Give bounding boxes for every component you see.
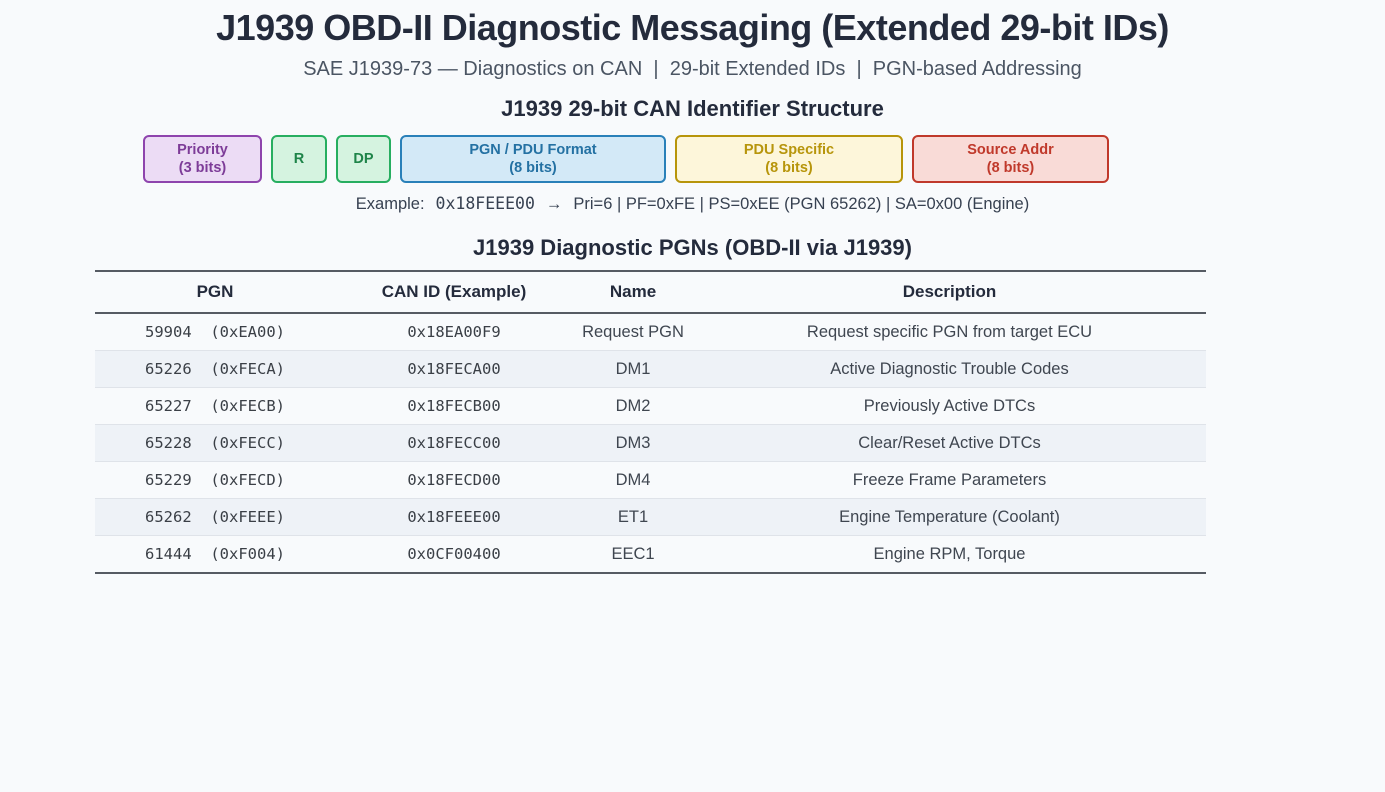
cell-description: Clear/Reset Active DTCs (693, 424, 1206, 462)
cell-pgn: 65229 (0xFECD) (95, 461, 335, 499)
bit-field-bits: (8 bits) (509, 160, 557, 176)
table-header-row: PGN CAN ID (Example) Name Description (95, 270, 1206, 314)
pgn-table-section: J1939 Diagnostic PGNs (OBD-II via J1939)… (0, 235, 1385, 574)
cell-pgn: 65227 (0xFECB) (95, 387, 335, 425)
cell-name: DM1 (573, 350, 693, 388)
cell-can-id: 0x18FECB00 (335, 387, 573, 425)
page: J1939 OBD-II Diagnostic Messaging (Exten… (0, 8, 1385, 574)
cell-can-id: 0x18FECD00 (335, 461, 573, 499)
bit-field-source-addr: Source Addr (8 bits) (912, 135, 1109, 183)
bit-field-bits: (3 bits) (178, 160, 227, 176)
cell-pgn: 65262 (0xFEEE) (95, 498, 335, 536)
cell-name: Request PGN (573, 313, 693, 351)
cell-pgn: 61444 (0xF004) (95, 535, 335, 574)
pgn-table-heading: J1939 Diagnostic PGNs (OBD-II via J1939) (473, 235, 912, 260)
table-row: 65227 (0xFECB) 0x18FECB00 DM2 Previously… (95, 387, 1206, 425)
bit-field-label: Priority (177, 142, 228, 158)
bit-field-pgn-pdu-format: PGN / PDU Format (8 bits) (400, 135, 666, 183)
bit-field-bits: (8 bits) (986, 160, 1035, 176)
bit-field-label: PGN / PDU Format (469, 142, 597, 158)
example-prefix: Example: (355, 195, 425, 213)
cell-description: Request specific PGN from target ECU (693, 313, 1206, 351)
cell-can-id: 0x18FEEE00 (335, 498, 573, 536)
page-subtitle: SAE J1939-73 — Diagnostics on CAN | 29-b… (303, 58, 1082, 80)
pgn-table: PGN CAN ID (Example) Name Description 59… (95, 270, 1206, 574)
bit-field-bits: (8 bits) (765, 160, 813, 176)
bit-field-label: DP (353, 151, 374, 167)
table-row: 65228 (0xFECC) 0x18FECC00 DM3 Clear/Rese… (95, 424, 1206, 462)
cell-description: Active Diagnostic Trouble Codes (693, 350, 1206, 388)
bit-field-label: PDU Specific (743, 142, 835, 158)
example-can-id: 0x18FEEE00 (435, 194, 535, 213)
bit-field-pdu-specific: PDU Specific (8 bits) (675, 135, 903, 183)
cell-description: Engine RPM, Torque (693, 535, 1206, 574)
cell-can-id: 0x0CF00400 (335, 535, 573, 574)
table-row: 59904 (0xEA00) 0x18EA00F9 Request PGN Re… (95, 313, 1206, 351)
identifier-structure-heading: J1939 29-bit CAN Identifier Structure (501, 96, 884, 121)
cell-can-id: 0x18FECC00 (335, 424, 573, 462)
column-header-name: Name (573, 270, 693, 314)
table-row: 65262 (0xFEEE) 0x18FEEE00 ET1 Engine Tem… (95, 498, 1206, 536)
table-row: 65229 (0xFECD) 0x18FECD00 DM4 Freeze Fra… (95, 461, 1206, 499)
cell-can-id: 0x18EA00F9 (335, 313, 573, 351)
bit-field-priority: Priority (3 bits) (143, 135, 262, 183)
arrow-icon: → (545, 195, 563, 213)
cell-can-id: 0x18FECA00 (335, 350, 573, 388)
page-title: J1939 OBD-II Diagnostic Messaging (Exten… (216, 7, 1169, 48)
table-row: 61444 (0xF004) 0x0CF00400 EEC1 Engine RP… (95, 535, 1206, 574)
cell-name: DM3 (573, 424, 693, 462)
column-header-can-id: CAN ID (Example) (335, 270, 573, 314)
bit-field-data-page: DP (336, 135, 391, 183)
table-row: 65226 (0xFECA) 0x18FECA00 DM1 Active Dia… (95, 350, 1206, 388)
cell-description: Previously Active DTCs (693, 387, 1206, 425)
cell-name: DM4 (573, 461, 693, 499)
column-header-description: Description (693, 270, 1206, 314)
cell-pgn: 65226 (0xFECA) (95, 350, 335, 388)
cell-description: Engine Temperature (Coolant) (693, 498, 1206, 536)
cell-pgn: 59904 (0xEA00) (95, 313, 335, 351)
identifier-structure-section: J1939 29-bit CAN Identifier Structure Pr… (0, 96, 1385, 214)
cell-name: DM2 (573, 387, 693, 425)
column-header-pgn: PGN (95, 270, 335, 314)
bit-field-label: R (293, 151, 305, 167)
cell-description: Freeze Frame Parameters (693, 461, 1206, 499)
cell-pgn: 65228 (0xFECC) (95, 424, 335, 462)
example-breakdown: Pri=6 | PF=0xFE | PS=0xEE (PGN 65262) | … (573, 195, 1030, 213)
cell-name: EEC1 (573, 535, 693, 574)
bit-field-label: Source Addr (967, 142, 1054, 158)
bit-field-reserved: R (271, 135, 327, 183)
bit-field-row: Priority (3 bits) R DP PGN / PDU Format … (143, 135, 1109, 183)
cell-name: ET1 (573, 498, 693, 536)
example-line: Example: 0x18FEEE00 → Pri=6 | PF=0xFE | … (0, 194, 1385, 214)
